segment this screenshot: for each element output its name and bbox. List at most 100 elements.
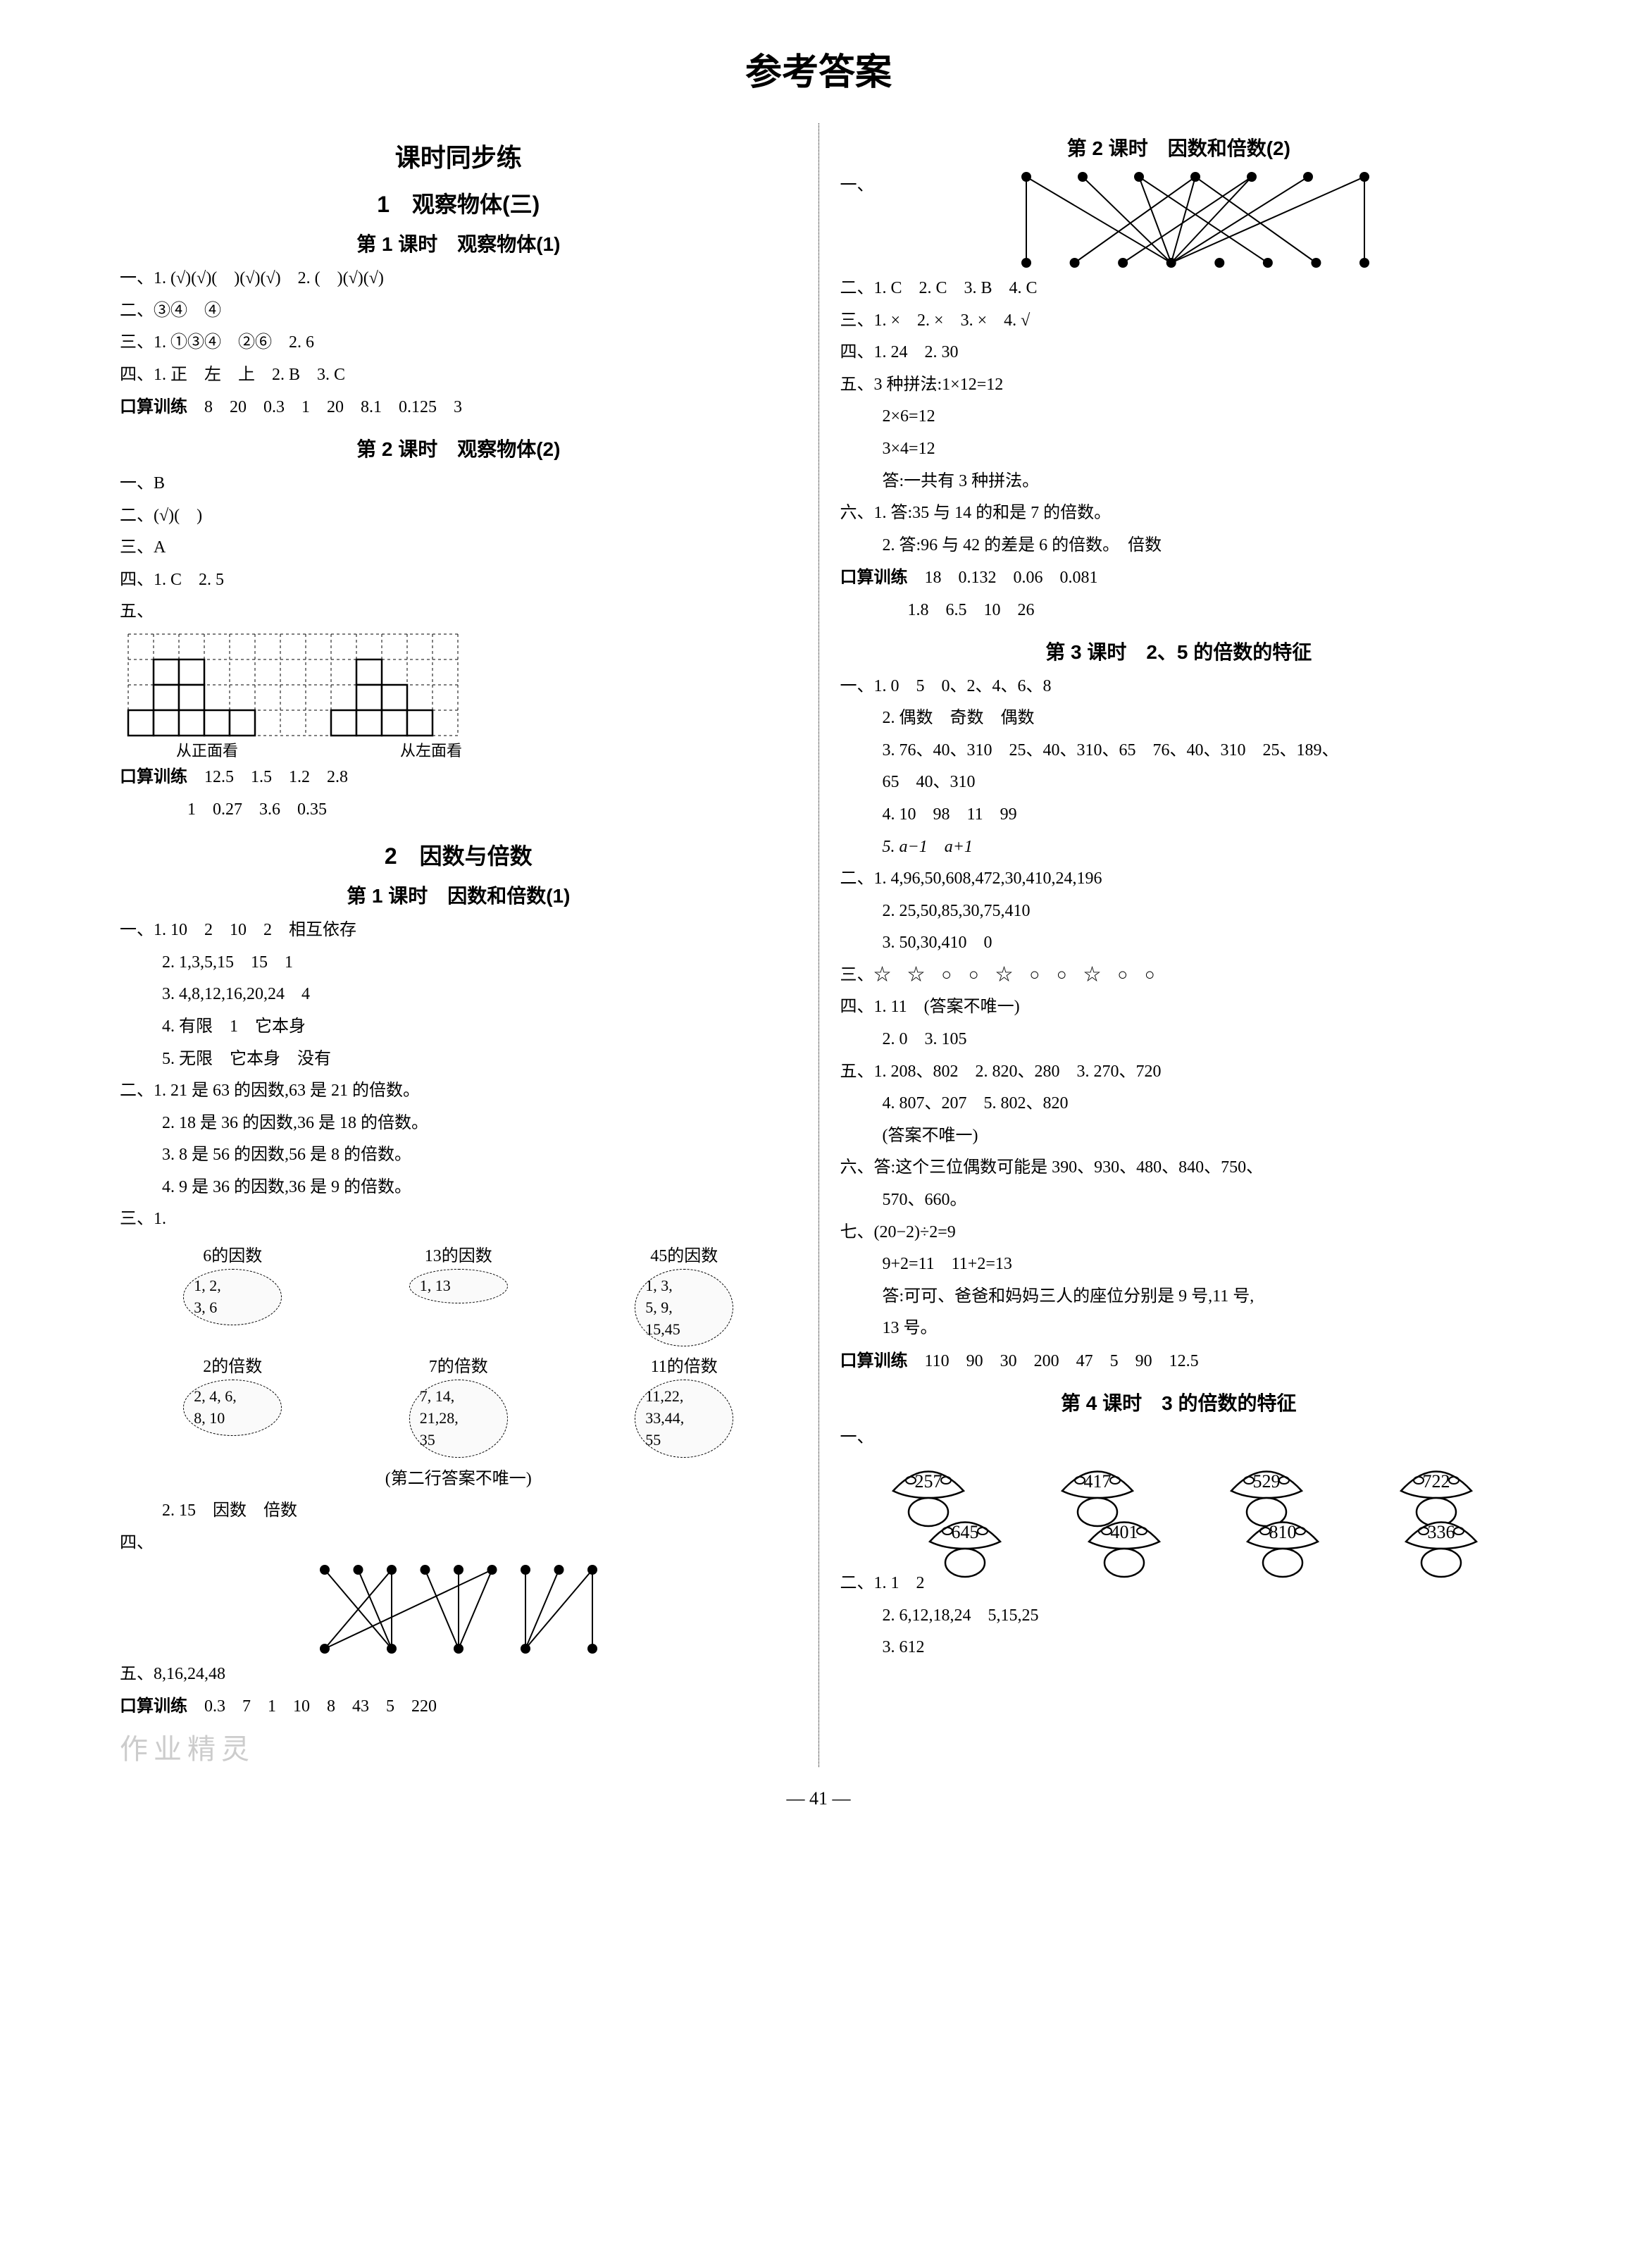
answer-line: 一、1. 10 2 10 2 相互依存 [120, 915, 797, 947]
answer-line: 四、1. 正 左 上 2. B 3. C [120, 359, 797, 392]
svg-text:529: 529 [1253, 1471, 1281, 1492]
answer-line: 4. 807、207 5. 802、820 [840, 1088, 1518, 1120]
values: 12.5 1.5 1.2 2.8 [187, 768, 348, 786]
left-column: 课时同步练 1 观察物体(三) 第 1 课时 观察物体(1) 一、1. (√)(… [99, 123, 819, 1767]
factor-row: 2的倍数 2, 4, 6, 8, 10 7的倍数7, 14, 21,28, 35 11… [120, 1352, 797, 1457]
answer-line: 3. 8 是 56 的因数,56 是 8 的倍数。 [120, 1139, 797, 1172]
answer-line: 2. 25,50,85,30,75,410 [840, 896, 1518, 928]
svg-text:336: 336 [1428, 1522, 1455, 1542]
answer-line: 六、答:这个三位偶数可能是 390、930、480、840、750、 [840, 1152, 1518, 1184]
answer-line: 1 0.27 3.6 0.35 [120, 794, 797, 826]
prefix: 一、 [840, 167, 874, 202]
bipartite-graph [311, 1560, 606, 1659]
lesson-title: 第 1 课时 因数和倍数(1) [120, 881, 797, 909]
answer-line: 五、3 种拼法:1×12=12 [840, 369, 1518, 402]
values: 8 20 0.3 1 20 8.1 0.125 3 [187, 398, 462, 416]
answer-line: 2×6=12 [840, 401, 1518, 433]
answer-line: 口算训练 18 0.132 0.06 0.081 [840, 562, 1518, 595]
answer-line: 三、1. ①③④ ②⑥ 2. 6 [120, 327, 797, 359]
page-title: 参考答案 [99, 42, 1538, 95]
factor-label: 13的因数 [409, 1241, 508, 1266]
lesson-title: 第 4 课时 3 的倍数的特征 [840, 1388, 1518, 1416]
factor-label: 6的因数 [183, 1241, 282, 1266]
svg-text:722: 722 [1422, 1471, 1450, 1492]
values: 110 90 30 200 47 5 90 12.5 [908, 1352, 1199, 1370]
factor-block: 45的因数1, 3, 5, 9, 15,45 [635, 1241, 733, 1346]
values: 0.3 7 1 10 8 43 5 220 [187, 1697, 437, 1716]
answer-line: 四、1. 24 2. 30 [840, 337, 1518, 369]
answer-line: 2. 6,12,18,24 5,15,25 [840, 1600, 1518, 1632]
svg-text:645: 645 [952, 1522, 979, 1542]
factor-oval: 11,22, 33,44, 55 [635, 1380, 733, 1457]
chapter-title: 1 观察物体(三) [120, 187, 797, 219]
answer-line: 65 40、310 [840, 767, 1518, 799]
svg-text:417: 417 [1084, 1471, 1112, 1492]
svg-text:257: 257 [914, 1471, 942, 1492]
factor-label: 2的倍数 [183, 1352, 282, 1377]
chapter-title: 2 因数与倍数 [120, 838, 797, 871]
answer-line: 13 号。 [840, 1313, 1518, 1345]
mushroom-icon: 810 [1240, 1510, 1318, 1580]
answer-line: 2. 偶数 奇数 偶数 [840, 702, 1518, 735]
answer-line: 二、1. 21 是 63 的因数,63 是 21 的倍数。 [120, 1075, 797, 1108]
answer-line: 答:可可、爸爸和妈妈三人的座位分别是 9 号,11 号, [840, 1281, 1518, 1313]
grid-labels: 从正面看 从左面看 [120, 738, 797, 761]
answer-line: 3. 4,8,12,16,20,24 4 [120, 979, 797, 1011]
mushroom-icon: 645 [923, 1510, 1000, 1580]
answer-line: 五、8,16,24,48 [120, 1659, 797, 1691]
answer-line: 一、1. (√)(√)( )(√)(√) 2. ( )(√)(√) [120, 263, 797, 295]
answer-line: 2. 15 因数 倍数 [120, 1495, 797, 1528]
answer-line: 9+2=11 11+2=13 [840, 1248, 1518, 1281]
factor-block: 7的倍数7, 14, 21,28, 35 [409, 1352, 508, 1457]
prefix: 一、 [840, 1422, 1518, 1454]
answer-line: 一、B [120, 468, 797, 500]
two-column-layout: 课时同步练 1 观察物体(三) 第 1 课时 观察物体(1) 一、1. (√)(… [99, 123, 1538, 1767]
label-kousuan: 口算训练 [120, 397, 187, 416]
answer-line: 570、660。 [840, 1184, 1518, 1217]
factor-oval: 1, 13 [409, 1269, 508, 1303]
factor-block: 6的因数1, 2, 3, 6 [183, 1241, 282, 1346]
answer-line: 二、③④ ④ [120, 295, 797, 328]
factor-oval: 2, 4, 6, 8, 10 [183, 1380, 282, 1436]
answer-line: 2. 18 是 36 的因数,36 是 18 的倍数。 [120, 1108, 797, 1140]
answer-line: 二、1. C 2. C 3. B 4. C [840, 273, 1518, 305]
answer-line: 4. 9 是 36 的因数,36 是 9 的倍数。 [120, 1172, 797, 1204]
answer-line: 三、1. [120, 1203, 797, 1236]
factor-oval: 1, 3, 5, 9, 15,45 [635, 1269, 733, 1346]
lesson-title: 第 2 课时 观察物体(2) [120, 434, 797, 462]
label-kousuan: 口算训练 [840, 1351, 908, 1370]
answer-line: 5. a−1 a+1 [840, 831, 1518, 864]
section-title: 课时同步练 [120, 137, 797, 174]
grid-figure [127, 633, 459, 737]
lesson-title: 第 2 课时 因数和倍数(2) [840, 133, 1518, 161]
answer-line: 四、 [120, 1528, 797, 1560]
answer-line: 3. 76、40、310 25、40、310、65 76、40、310 25、1… [840, 735, 1518, 767]
answer-line: 七、(20−2)÷2=9 [840, 1217, 1518, 1249]
answer-line: 三、1. × 2. × 3. × 4. √ [840, 305, 1518, 337]
answer-line: 三、☆ ☆ ○ ○ ☆ ○ ○ ☆ ○ ○ [840, 960, 1518, 992]
grid-label-right: 从左面看 [400, 738, 462, 761]
lesson-title: 第 1 课时 观察物体(1) [120, 229, 797, 257]
factor-block: 13的因数 1, 13 [409, 1241, 508, 1346]
answer-line: 3. 612 [840, 1632, 1518, 1664]
values: 18 0.132 0.06 0.081 [908, 569, 1098, 587]
answer-line: 六、1. 答:35 与 14 的和是 7 的倍数。 [840, 497, 1518, 530]
answer-line: 口算训练 110 90 30 200 47 5 90 12.5 [840, 1345, 1518, 1378]
right-column: 第 2 课时 因数和倍数(2) 一、 二、1. C 2. C 3. B 4. C… [819, 123, 1539, 1767]
answer-line: 2. 1,3,5,15 15 1 [120, 947, 797, 979]
answer-line: 五、1. 208、802 2. 820、280 3. 270、720 [840, 1056, 1518, 1089]
answer-line: 二、1. 4,96,50,608,472,30,410,24,196 [840, 863, 1518, 896]
answer-line: 1.8 6.5 10 26 [840, 595, 1518, 627]
answer-line: 一、1. 0 5 0、2、4、6、8 [840, 671, 1518, 703]
answer-line: 口算训练 12.5 1.5 1.2 2.8 [120, 761, 797, 794]
factor-block: 2的倍数 2, 4, 6, 8, 10 [183, 1352, 282, 1457]
answer-line: 答:一共有 3 种拼法。 [840, 466, 1518, 498]
answer-line: 口算训练 8 20 0.3 1 20 8.1 0.125 3 [120, 391, 797, 424]
watermark: 作业精灵 [120, 1726, 797, 1767]
answer-line: 4. 有限 1 它本身 [120, 1011, 797, 1043]
svg-text:401: 401 [1110, 1522, 1138, 1542]
factor-oval: 7, 14, 21,28, 35 [409, 1380, 508, 1457]
page-number: — 41 — [99, 1788, 1538, 1809]
factor-row: 6的因数1, 2, 3, 6 13的因数 1, 13 45的因数1, 3, 5, 9,… [120, 1241, 797, 1346]
answer-line: 3×4=12 [840, 433, 1518, 466]
